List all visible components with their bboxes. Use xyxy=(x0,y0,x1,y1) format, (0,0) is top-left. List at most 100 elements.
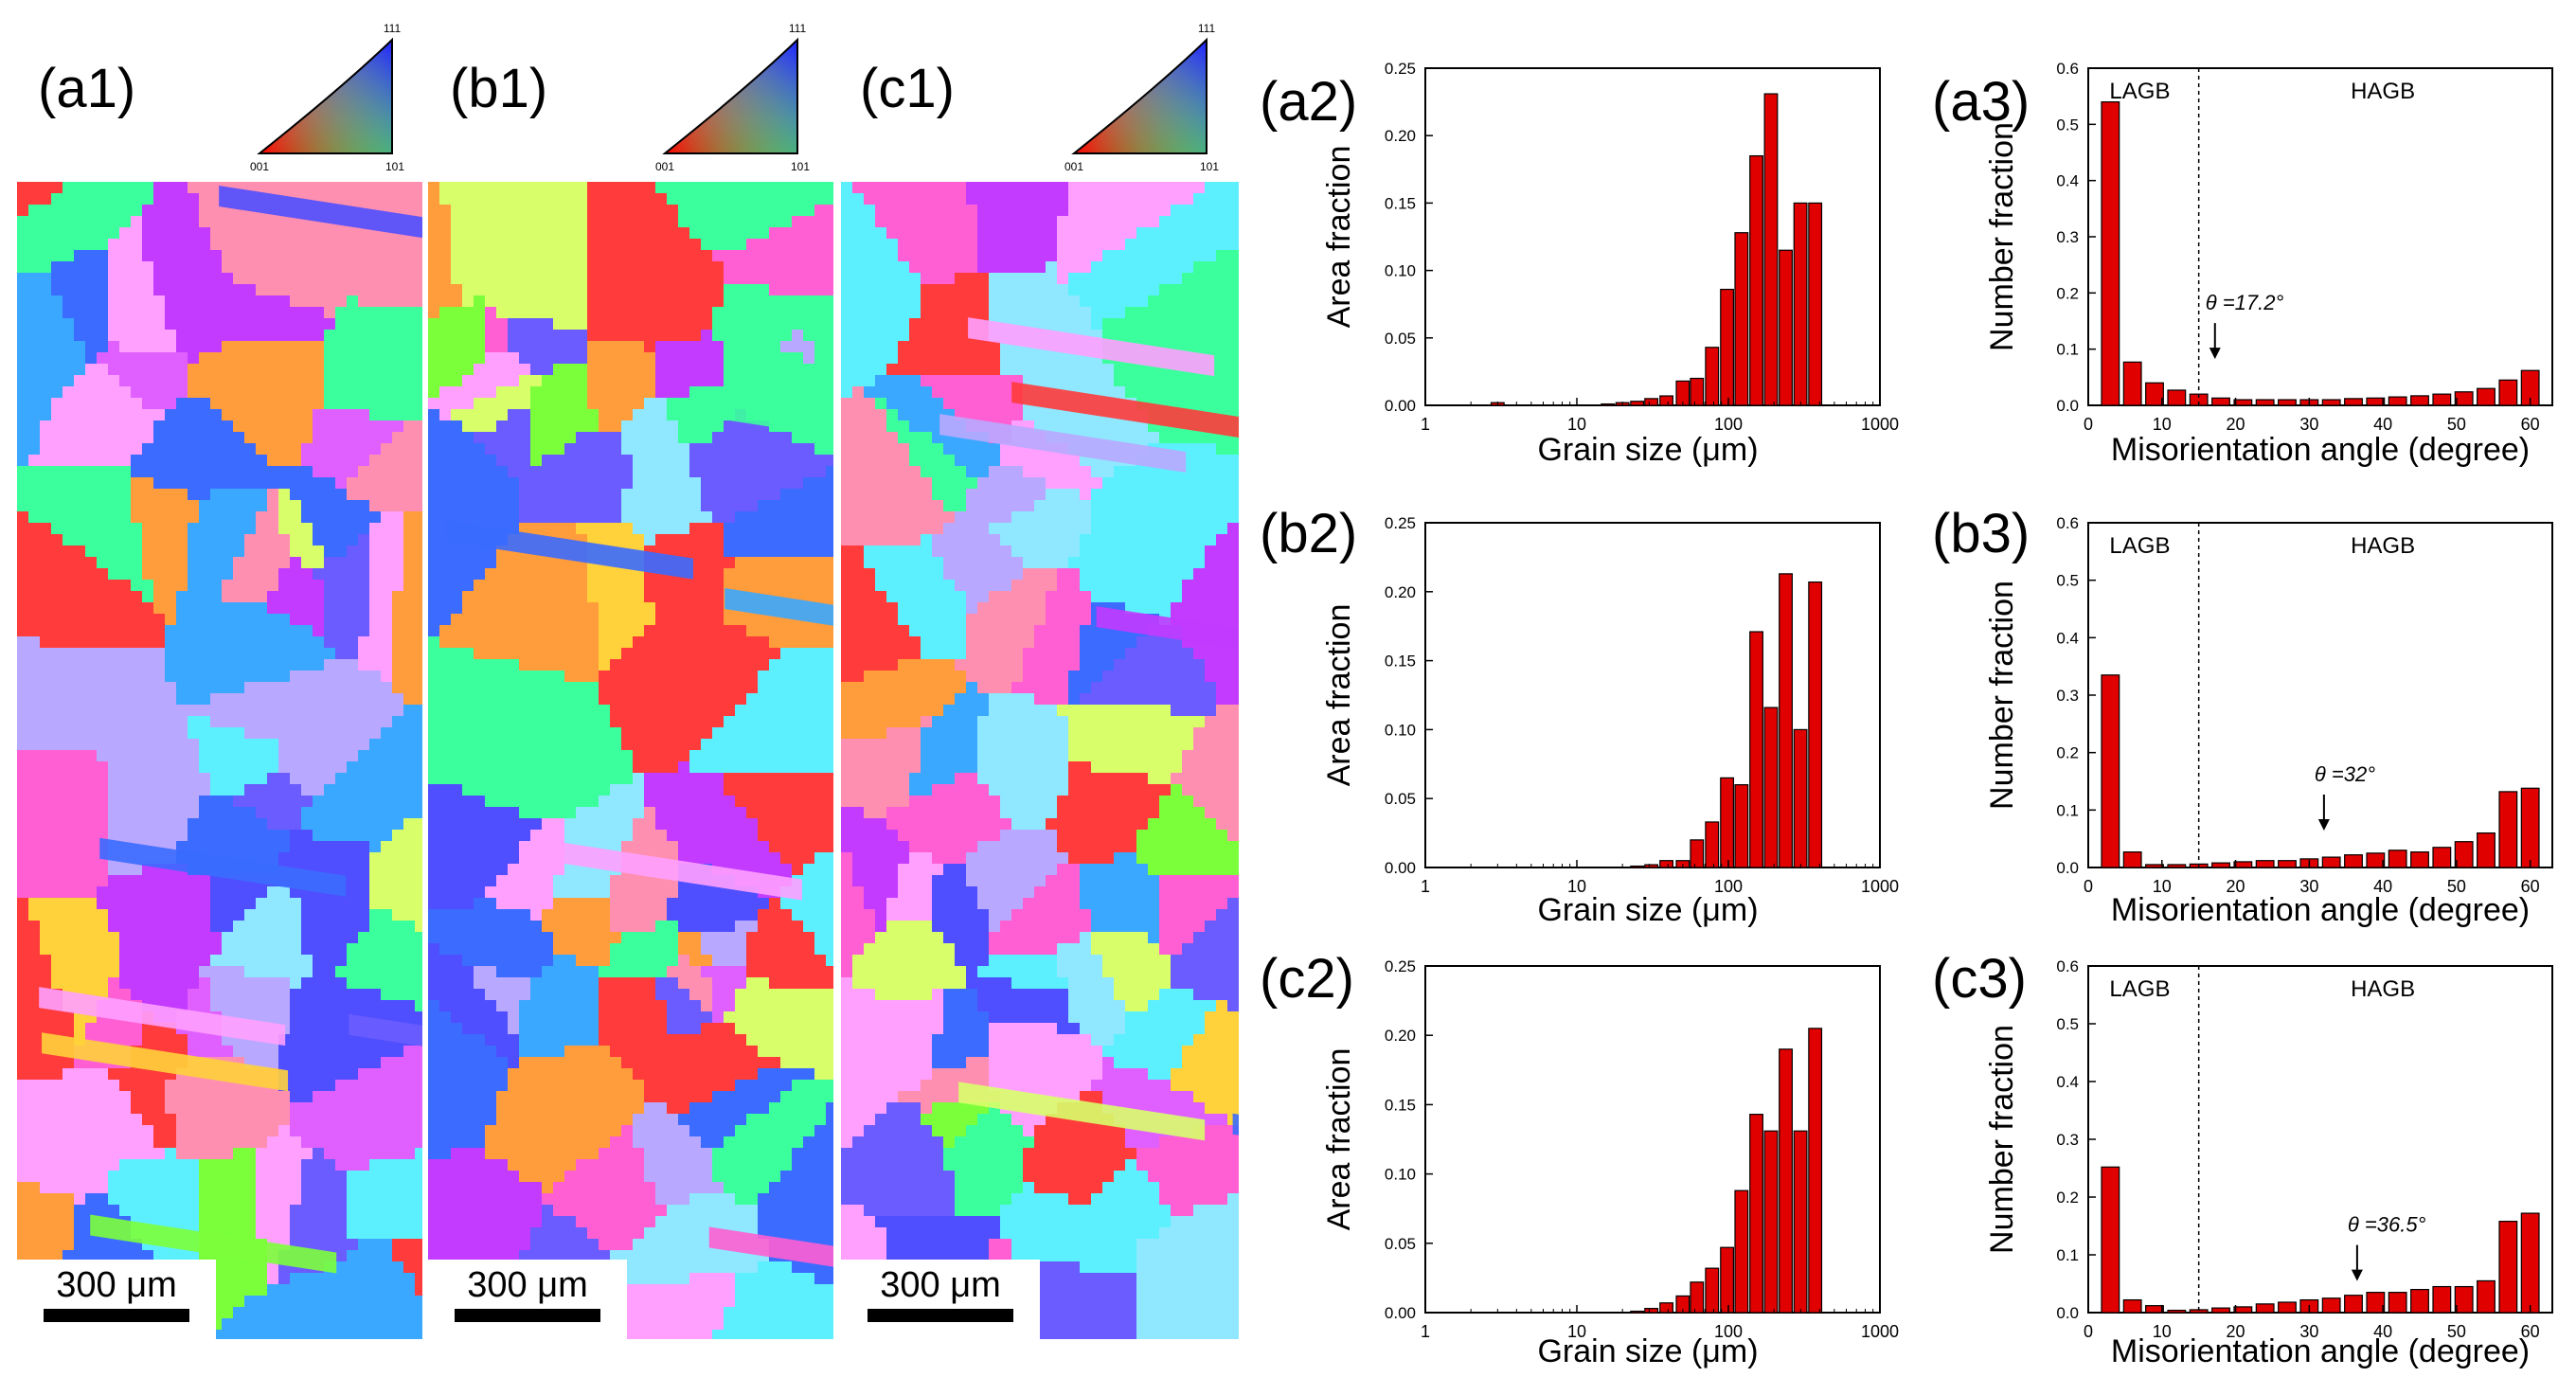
y-tick-label: 0.25 xyxy=(1385,514,1416,532)
annotation-arrow-head xyxy=(2351,1269,2363,1281)
y-tick-label: 0.3 xyxy=(2056,228,2079,246)
histogram-bar xyxy=(1659,395,1673,406)
histogram-bar xyxy=(2233,861,2253,868)
y-axis-label: Number fraction xyxy=(1984,122,2020,351)
histogram-bar xyxy=(2410,851,2429,868)
panel-label-a1: (a1) xyxy=(38,58,136,119)
x-tick-label: 20 xyxy=(2227,877,2245,896)
y-tick-label: 0.5 xyxy=(2056,116,2079,134)
x-tick-label: 30 xyxy=(2299,415,2318,434)
plot-frame xyxy=(2087,67,2553,406)
histogram-bar xyxy=(2410,1288,2429,1314)
histogram-bar xyxy=(2145,864,2164,868)
y-tick-label: 0.00 xyxy=(1385,1304,1416,1322)
y-tick-label: 0.15 xyxy=(1385,1096,1416,1114)
histogram-bar xyxy=(2122,361,2142,406)
histogram-bar xyxy=(2366,397,2386,406)
scale-bar-line xyxy=(44,1309,189,1322)
y-tick-label: 0.6 xyxy=(2056,514,2079,532)
histogram-bar xyxy=(1808,202,1823,406)
scale-bar-line xyxy=(868,1309,1013,1322)
histogram-bar xyxy=(1630,401,1645,406)
histogram-bar xyxy=(2321,856,2341,868)
panel-label-b2: (b2) xyxy=(1260,503,1358,564)
mean-angle-annotation: θ =36.5° xyxy=(2348,1213,2426,1237)
region-label-hagb: HAGB xyxy=(2351,533,2415,559)
scale-bar-b1: 300 μm xyxy=(428,1260,627,1339)
y-tick-label: 0.0 xyxy=(2056,397,2079,415)
ipf-label-right: 101 xyxy=(385,160,404,172)
y-tick-label: 0.1 xyxy=(2056,341,2079,359)
histogram-bar xyxy=(2498,791,2518,868)
x-tick-label: 10 xyxy=(2153,877,2172,896)
x-tick-label: 0 xyxy=(2084,1322,2093,1341)
histogram-bar xyxy=(2101,1166,2120,1314)
x-tick-label: 10 xyxy=(1567,1322,1586,1341)
y-tick-label: 0.20 xyxy=(1385,127,1416,145)
y-tick-label: 0.6 xyxy=(2056,60,2079,78)
x-tick-label: 0 xyxy=(2084,415,2093,434)
histogram-bar xyxy=(2477,1279,2496,1314)
histogram-bar xyxy=(2233,399,2253,406)
y-tick-label: 0.6 xyxy=(2056,957,2079,975)
histogram-bar xyxy=(2321,399,2341,406)
y-tick-label: 0.05 xyxy=(1385,790,1416,808)
histogram-bar xyxy=(1690,1281,1705,1314)
y-axis-label: Number fraction xyxy=(1984,581,2020,810)
x-axis-label: Grain size (μm) xyxy=(1537,892,1758,928)
histogram-bar xyxy=(2388,850,2407,868)
histogram-bar xyxy=(2432,847,2452,868)
histogram-bar xyxy=(2520,1212,2540,1314)
x-tick-label: 60 xyxy=(2521,415,2540,434)
y-tick-label: 0.00 xyxy=(1385,859,1416,877)
histogram-bar xyxy=(1705,1267,1720,1314)
y-tick-label: 0.4 xyxy=(2056,629,2079,647)
histogram-bar xyxy=(2432,393,2452,406)
scale-bar-c1: 300 μm xyxy=(841,1260,1040,1339)
y-tick-label: 0.20 xyxy=(1385,583,1416,601)
x-tick-label: 40 xyxy=(2373,1322,2392,1341)
region-label-lagb: LAGB xyxy=(2109,976,2170,1002)
x-tick-label: 100 xyxy=(1714,415,1743,434)
y-tick-label: 0.5 xyxy=(2056,572,2079,590)
x-tick-label: 1000 xyxy=(1861,1322,1899,1341)
histogram-b2: 0.00 0.05 0.10 0.15 0.20 0.25 1 10 100 1000 Grain … xyxy=(1321,514,1899,928)
y-tick-label: 0.0 xyxy=(2056,1304,2079,1322)
histogram-bar xyxy=(1808,1028,1823,1314)
x-tick-label: 1 xyxy=(1421,1322,1430,1341)
region-label-hagb: HAGB xyxy=(2351,79,2415,104)
histogram-bar xyxy=(2344,854,2363,868)
x-tick-label: 50 xyxy=(2447,877,2466,896)
ipf-triangle-c1: 111 001 101 xyxy=(1064,22,1219,172)
region-label-lagb: LAGB xyxy=(2109,79,2170,104)
ebsd-map-c1 xyxy=(841,182,1239,1339)
scale-bar-label: 300 μm xyxy=(467,1265,588,1305)
histogram-bar xyxy=(1749,631,1763,868)
annotation-arrow-head xyxy=(2317,819,2330,831)
histogram-bar xyxy=(1734,784,1749,868)
histogram-bar xyxy=(1630,1310,1645,1314)
y-tick-label: 0.05 xyxy=(1385,330,1416,348)
x-tick-label: 20 xyxy=(2227,415,2245,434)
histogram-bar xyxy=(2255,860,2275,868)
histogram-bar xyxy=(2454,1285,2474,1314)
y-tick-label: 0.2 xyxy=(2056,284,2079,302)
histogram-bar xyxy=(2145,1305,2164,1314)
scale-bar-a1: 300 μm xyxy=(17,1260,216,1339)
y-tick-label: 0.15 xyxy=(1385,653,1416,671)
histogram-bar xyxy=(2410,395,2429,406)
histogram-bar xyxy=(2278,399,2297,406)
histogram-bar xyxy=(2388,396,2407,406)
x-axis-label: Misorientation angle (degree) xyxy=(2111,1333,2530,1369)
plot-frame xyxy=(2087,965,2553,1314)
x-tick-label: 10 xyxy=(2153,415,2172,434)
histogram-bar xyxy=(1705,821,1720,868)
y-axis-label: Area fraction xyxy=(1321,146,1357,329)
histogram-bar xyxy=(1720,1246,1735,1314)
mean-angle-annotation: θ =17.2° xyxy=(2206,291,2284,314)
histogram-bar xyxy=(2454,391,2474,406)
histogram-bar xyxy=(2167,1309,2187,1314)
histogram-bar xyxy=(2278,1301,2297,1314)
y-tick-label: 0.3 xyxy=(2056,1131,2079,1149)
histogram-bar xyxy=(2454,841,2474,868)
